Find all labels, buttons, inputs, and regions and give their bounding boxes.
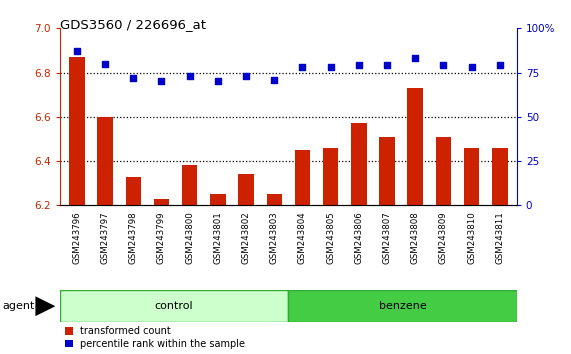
Point (73, 48, 82, 54)
Text: GSM243801: GSM243801 (214, 211, 222, 264)
Text: GSM243799: GSM243799 (157, 211, 166, 264)
Text: GSM243804: GSM243804 (298, 211, 307, 264)
Bar (97, 117, 113, 205)
Point (128, 75, 138, 81)
Text: GSM243802: GSM243802 (242, 211, 251, 264)
Point (298, 64, 307, 70)
Text: control: control (155, 301, 194, 311)
Bar (323, 148, 339, 205)
Bar (492, 148, 508, 205)
Point (214, 79, 223, 84)
Bar (379, 137, 395, 205)
Text: GSM243803: GSM243803 (270, 211, 279, 264)
Point (411, 56, 420, 61)
Text: GSM243809: GSM243809 (439, 211, 448, 264)
Point (495, 63, 504, 68)
Text: GSM243797: GSM243797 (100, 211, 110, 264)
FancyBboxPatch shape (60, 290, 288, 322)
Bar (238, 175, 254, 205)
Text: GSM243805: GSM243805 (326, 211, 335, 264)
Bar (295, 150, 310, 205)
Text: GSM243798: GSM243798 (129, 211, 138, 264)
Bar (154, 199, 169, 205)
Text: GDS3560 / 226696_at: GDS3560 / 226696_at (60, 18, 206, 31)
Point (100, 61, 110, 67)
FancyBboxPatch shape (288, 290, 517, 322)
Point (439, 63, 448, 68)
Point (467, 64, 476, 70)
Bar (408, 88, 423, 205)
Polygon shape (35, 296, 55, 316)
Legend: transformed count, percentile rank within the sample: transformed count, percentile rank withi… (65, 326, 246, 349)
Point (185, 73, 194, 79)
Point (270, 77, 279, 82)
Bar (182, 166, 198, 205)
Text: benzene: benzene (379, 301, 427, 311)
Text: GSM243808: GSM243808 (411, 211, 420, 264)
Text: GSM243810: GSM243810 (467, 211, 476, 264)
Point (383, 63, 392, 68)
Bar (436, 137, 451, 205)
Point (326, 64, 335, 70)
Bar (267, 194, 282, 205)
Bar (69, 57, 85, 205)
Point (242, 73, 251, 79)
Text: GSM243811: GSM243811 (495, 211, 504, 264)
Bar (210, 194, 226, 205)
Bar (351, 124, 367, 205)
Text: GSM243807: GSM243807 (383, 211, 392, 264)
Text: GSM243796: GSM243796 (73, 211, 82, 264)
Point (157, 79, 166, 84)
Bar (126, 177, 141, 205)
Text: agent: agent (3, 301, 35, 311)
Text: GSM243806: GSM243806 (355, 211, 363, 264)
Bar (464, 148, 480, 205)
Text: GSM243800: GSM243800 (185, 211, 194, 264)
Point (354, 63, 363, 68)
